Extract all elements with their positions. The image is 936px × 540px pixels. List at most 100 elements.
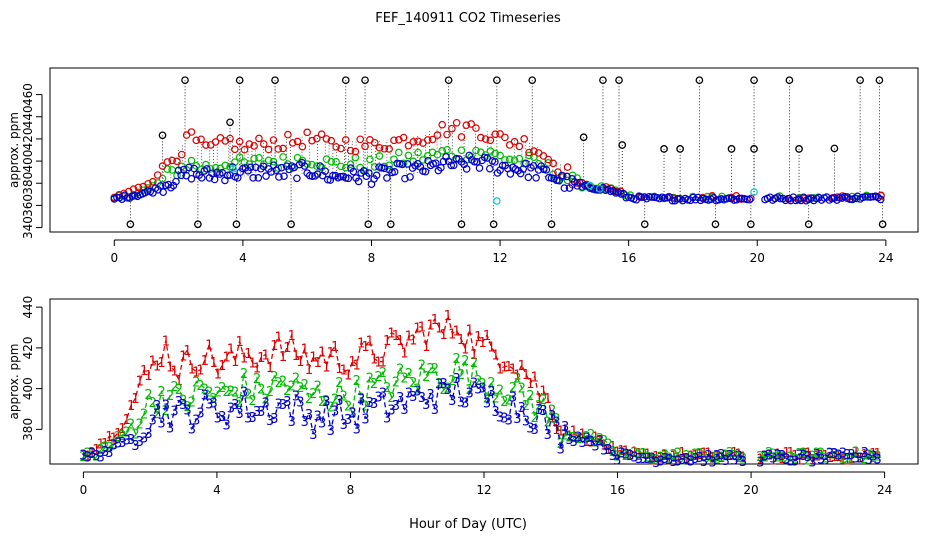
- series-3-marker: 3: [270, 412, 278, 427]
- series-1-marker: 1: [826, 451, 834, 466]
- series-2-marker: 2: [778, 450, 786, 465]
- series-2-marker: 2: [92, 449, 100, 464]
- series-1-marker: 1: [175, 374, 183, 389]
- series-2-marker: 2: [539, 393, 547, 408]
- series-3-marker: 3: [630, 451, 638, 466]
- series-1-marker: 1: [470, 348, 478, 363]
- series-3-point: [876, 195, 885, 204]
- y-axis-label: approx. ppm: [7, 112, 21, 188]
- series-3-marker: 3: [578, 436, 586, 451]
- series-3-point: [506, 170, 515, 178]
- series-2-marker: 2: [604, 438, 612, 453]
- series-2-marker: 2: [635, 449, 643, 464]
- flag-point: [361, 76, 369, 85]
- series-1-point: [351, 147, 360, 156]
- series-1-point: [211, 138, 220, 146]
- cyan-point: [595, 184, 604, 193]
- series-3-point: [835, 193, 844, 202]
- series-3-point: [313, 170, 322, 178]
- series-1-marker: 1: [157, 356, 165, 371]
- series-1-point: [438, 120, 447, 129]
- series-3-point: [323, 175, 332, 184]
- series-2-point: [327, 157, 336, 166]
- series-2-marker: 2: [179, 393, 187, 408]
- series-3-marker: 3: [617, 447, 625, 462]
- series-2-marker: 2: [479, 377, 487, 392]
- series-1-marker: 1: [466, 323, 474, 338]
- series-3-point: [532, 174, 540, 182]
- series-1-marker: 1: [387, 327, 395, 342]
- series-1-marker: 1: [105, 430, 113, 445]
- series-2-marker: 2: [648, 453, 656, 468]
- y-tick-label: 380: [21, 418, 35, 441]
- series-2-point: [269, 157, 278, 166]
- series-1-point: [399, 133, 408, 142]
- series-1-marker: 1: [769, 454, 777, 469]
- series-1-marker: 1: [231, 355, 239, 370]
- series-3-point: [403, 160, 412, 168]
- series-1-marker: 1: [123, 413, 131, 428]
- series-2-marker: 2: [405, 367, 413, 382]
- series-3-point: [185, 163, 193, 172]
- figure-title: FEF_140911 CO2 Timeseries: [375, 11, 561, 26]
- series-1-point: [259, 140, 268, 148]
- y-tick-label: 400: [21, 150, 35, 173]
- series-1-marker: 1: [439, 328, 447, 343]
- series-1-marker: 1: [240, 351, 248, 366]
- series-1-marker: 1: [79, 450, 87, 465]
- x-tick-label: 4: [213, 483, 221, 497]
- series-2-marker: 2: [123, 425, 131, 440]
- series-3-marker: 3: [218, 410, 226, 425]
- series-2-marker: 2: [492, 392, 500, 407]
- series-2-marker: 2: [717, 450, 725, 465]
- series-2-marker: 2: [192, 376, 200, 391]
- series-3-marker: 3: [370, 397, 378, 412]
- series-1-marker: 1: [509, 363, 517, 378]
- x-tick-label: 4: [239, 251, 247, 265]
- series-2-marker: 2: [782, 452, 790, 467]
- series-3-marker: 3: [492, 405, 500, 420]
- series-2-point: [505, 155, 514, 164]
- series-2-marker: 2: [808, 449, 816, 464]
- series-3-marker: 3: [240, 385, 248, 400]
- series-3-point: [491, 158, 499, 166]
- series-1-marker: 1: [583, 435, 591, 450]
- series-2-point: [525, 151, 533, 160]
- series-2-marker: 2: [175, 383, 183, 398]
- series-1-marker: 1: [383, 334, 391, 349]
- series-2-marker: 2: [387, 391, 395, 406]
- series-3-marker: 3: [144, 427, 152, 442]
- series-2-marker: 2: [418, 359, 426, 374]
- series-2-marker: 2: [487, 376, 495, 391]
- series-3-marker: 3: [843, 448, 851, 463]
- series-2-marker: 2: [730, 449, 738, 464]
- series-1-marker: 1: [496, 362, 504, 377]
- series-1-marker: 1: [370, 353, 378, 368]
- series-2-marker: 2: [787, 450, 795, 465]
- series-1-marker: 1: [322, 360, 330, 375]
- series-2-marker: 2: [409, 376, 417, 391]
- series-1-marker: 1: [257, 351, 265, 366]
- series-3-marker: 3: [392, 399, 400, 414]
- series-1-marker: 1: [778, 452, 786, 467]
- series-1-marker: 1: [418, 321, 426, 336]
- series-3-marker: 3: [800, 449, 808, 464]
- series-3-marker: 3: [700, 455, 708, 470]
- series-1-marker: 1: [774, 448, 782, 463]
- series-3-marker: 3: [487, 385, 495, 400]
- series-3-point: [462, 165, 471, 173]
- flag-point: [579, 133, 588, 142]
- series-2-point: [346, 160, 355, 168]
- series-2-marker: 2: [461, 354, 469, 369]
- series-3-marker: 3: [439, 377, 447, 392]
- series-3-point: [648, 193, 656, 201]
- series-3-point: [321, 167, 329, 175]
- series-3-marker: 3: [175, 395, 183, 410]
- flag-point: [875, 76, 884, 85]
- series-2-marker: 2: [622, 449, 630, 464]
- series-3-marker: 3: [652, 456, 660, 471]
- series-3-point: [673, 195, 682, 203]
- series-2-point: [443, 145, 451, 154]
- series-3-point: [473, 158, 481, 166]
